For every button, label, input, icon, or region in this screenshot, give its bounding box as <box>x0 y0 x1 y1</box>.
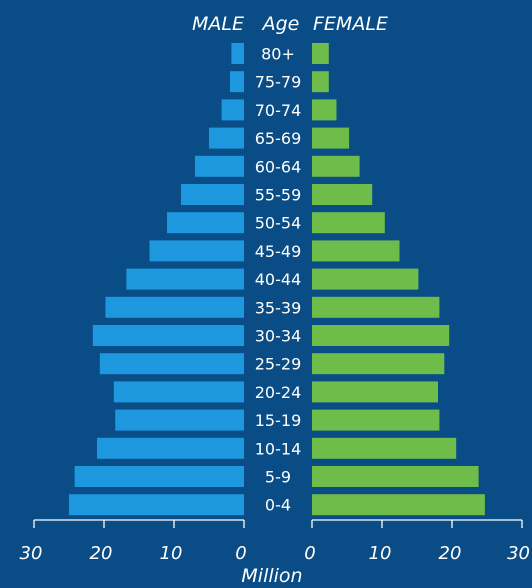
age-label: 50-54 <box>255 214 302 233</box>
male-bar-70-74 <box>221 99 244 121</box>
female-bar-75-79 <box>312 71 329 93</box>
female-bar-30-34 <box>312 325 450 346</box>
male-bar-45-49 <box>149 240 244 262</box>
age-label: 40-44 <box>255 270 302 289</box>
age-label: 10-14 <box>255 439 302 458</box>
female-header: FEMALE <box>313 13 388 35</box>
female-bar-65-69 <box>312 127 350 149</box>
age-label: 0-4 <box>265 496 291 515</box>
male-bar-65-69 <box>209 127 244 149</box>
male-bar-25-29 <box>99 353 244 375</box>
female-axis-tick-label: 0 <box>304 543 315 564</box>
female-bar-25-29 <box>312 353 445 375</box>
male-bar-50-54 <box>167 212 244 234</box>
male-bar-20-24 <box>113 381 244 403</box>
female-bar-45-49 <box>312 240 400 262</box>
female-bar-80+ <box>312 43 329 64</box>
male-axis-tick-label: 30 <box>20 543 43 564</box>
male-axis-tick-label: 0 <box>235 543 246 564</box>
female-bar-50-54 <box>312 212 385 234</box>
female-bar-15-19 <box>312 409 440 431</box>
male-bar-10-14 <box>97 437 244 459</box>
age-label: 55-59 <box>255 186 302 205</box>
female-axis-tick-label: 30 <box>507 543 530 564</box>
male-bar-30-34 <box>92 325 244 346</box>
female-bar-5-9 <box>312 466 479 487</box>
age-label: 70-74 <box>255 101 302 120</box>
age-label: 5-9 <box>265 468 291 487</box>
male-bar-0-4 <box>69 494 244 516</box>
male-bar-35-39 <box>105 296 245 318</box>
female-bar-10-14 <box>312 437 457 459</box>
female-bar-70-74 <box>312 99 337 121</box>
age-header: Age <box>261 13 300 35</box>
male-bar-55-59 <box>181 184 244 205</box>
male-axis-tick-label: 20 <box>90 543 113 564</box>
male-axis-tick-label: 10 <box>160 543 183 564</box>
age-label: 65-69 <box>255 129 302 148</box>
male-bar-5-9 <box>74 466 244 487</box>
female-bar-60-64 <box>312 155 360 177</box>
age-label: 60-64 <box>255 157 302 176</box>
age-label: 15-19 <box>255 411 302 430</box>
male-bar-80+ <box>231 43 244 64</box>
male-bar-40-44 <box>126 268 244 290</box>
female-axis-tick-label: 10 <box>369 543 392 564</box>
bars-group <box>69 43 485 516</box>
male-bar-60-64 <box>195 155 244 177</box>
age-label: 20-24 <box>255 383 302 402</box>
age-label: 35-39 <box>255 298 302 317</box>
age-label: 45-49 <box>255 242 302 261</box>
age-labels-group: 80+ 75-79 70-74 65-69 60-64 55-59 50-54 45-49 40… <box>255 45 302 515</box>
age-label: 75-79 <box>255 73 302 92</box>
female-axis-tick-label: 20 <box>439 543 462 564</box>
female-bar-20-24 <box>312 381 438 403</box>
x-axes-group: 30 30 20 20 10 10 0 0 <box>20 519 530 564</box>
female-bar-40-44 <box>312 268 419 290</box>
female-bar-55-59 <box>312 184 373 205</box>
age-label: 25-29 <box>255 355 302 374</box>
male-bar-15-19 <box>115 409 244 431</box>
male-bar-75-79 <box>230 71 244 93</box>
female-bar-35-39 <box>312 296 440 318</box>
age-label: 80+ <box>261 45 295 64</box>
age-label: 30-34 <box>255 327 302 346</box>
female-bar-0-4 <box>312 494 485 516</box>
x-axis-title: Million <box>241 565 302 587</box>
male-header: MALE <box>192 13 244 35</box>
